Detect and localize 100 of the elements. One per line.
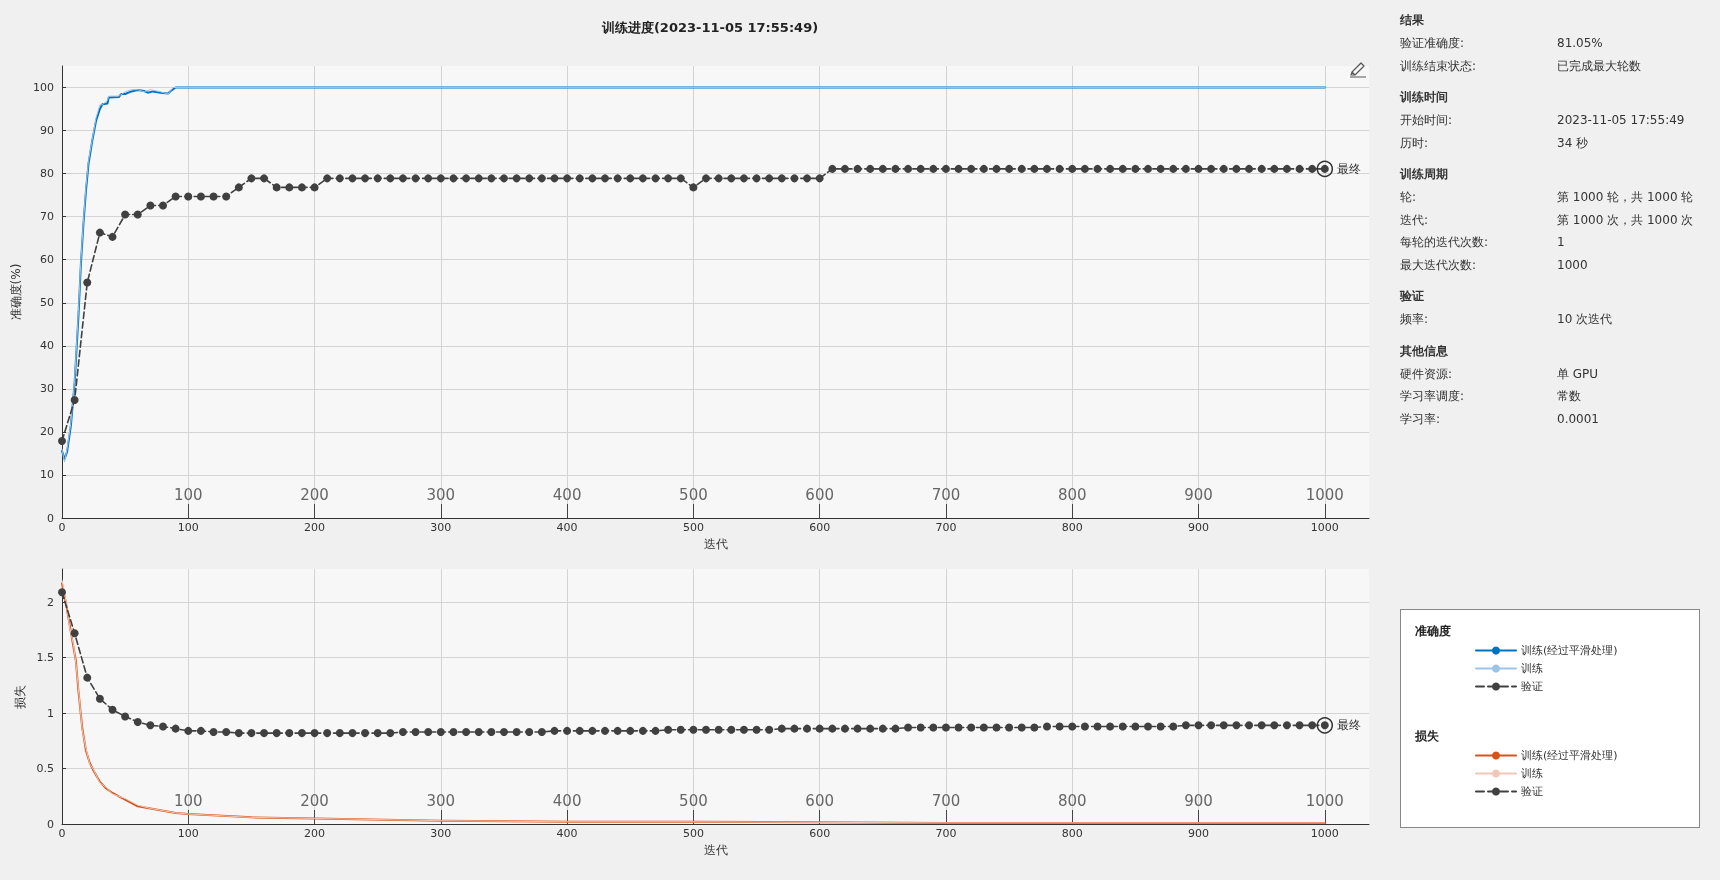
annotation: 最终 <box>1337 161 1362 176</box>
text: 1 <box>1557 234 1565 251</box>
y-tick-label: 100 <box>33 81 54 95</box>
x2-tick-label: 400 <box>552 485 582 504</box>
legend-title: 损失 <box>1414 729 1440 743</box>
x-tick-label: 1000 <box>1310 521 1339 534</box>
text: 其他信息 <box>1400 342 1449 360</box>
x2-tick-label: 100 <box>173 791 203 810</box>
x-tick-label: 500 <box>682 827 704 840</box>
x-tick-label: 0 <box>58 827 66 840</box>
annotation: 最终 <box>1337 718 1362 733</box>
x2-tick-label: 200 <box>300 791 329 810</box>
y-tick-label: 10 <box>40 468 54 482</box>
x2-tick-label: 700 <box>931 791 961 810</box>
y-tick-label: 50 <box>40 296 54 310</box>
text: 开始时间: <box>1400 112 1454 129</box>
x2-tick-label: 1000 <box>1305 485 1344 504</box>
text: 34 秒 <box>1557 134 1589 152</box>
text: 轮: <box>1400 189 1418 206</box>
text: 学习率调度: <box>1400 388 1466 405</box>
x2-tick-label: 500 <box>679 791 708 810</box>
x2-tick-label: 400 <box>552 791 582 810</box>
y-tick-label: 0.5 <box>36 762 54 776</box>
x2-tick-label: 500 <box>679 485 708 504</box>
text: 常数 <box>1557 388 1581 405</box>
y-tick-label: 0 <box>47 511 54 525</box>
y-tick-label: 0 <box>47 817 54 831</box>
y-tick-label: 90 <box>40 124 54 138</box>
text: 10 次迭代 <box>1557 311 1613 328</box>
legend-label: 训练(经过平滑处理) <box>1521 749 1618 762</box>
x-tick-label: 600 <box>809 827 831 840</box>
x-tick-label: 400 <box>556 521 578 534</box>
y-tick-label: 20 <box>40 425 54 439</box>
x-tick-label: 900 <box>1188 521 1210 534</box>
x2-tick-label: 700 <box>931 485 961 504</box>
x2-tick-label: 600 <box>805 485 834 504</box>
x2-tick-label: 100 <box>173 485 203 504</box>
x-tick-label: 800 <box>1061 521 1083 534</box>
text: 单 GPU <box>1557 365 1599 383</box>
x2-tick-label: 1000 <box>1305 791 1344 810</box>
text: 第 1000 轮，共 1000 轮 <box>1557 189 1694 206</box>
x-tick-label: 700 <box>935 521 957 534</box>
x-tick-label: 600 <box>809 521 831 534</box>
y-tick-label: 30 <box>40 382 54 396</box>
text: 最大迭代次数: <box>1400 256 1478 274</box>
text: 迭代: <box>1400 211 1430 229</box>
text: 验证 <box>1400 288 1425 305</box>
text: 1000 <box>1557 256 1588 274</box>
x2-tick-label: 300 <box>426 791 456 810</box>
x-tick-label: 400 <box>556 827 578 840</box>
legend-label: 验证 <box>1521 680 1543 693</box>
x-tick-label: 300 <box>430 521 452 534</box>
text: 训练周期 <box>1400 166 1449 183</box>
x-tick-label: 0 <box>58 521 66 534</box>
text: 训练结束状态: <box>1400 57 1478 75</box>
y-tick-label: 40 <box>40 339 54 353</box>
x-tick-label: 100 <box>177 827 199 840</box>
text: 结果 <box>1400 12 1425 29</box>
text: 已完成最大轮数 <box>1557 57 1641 75</box>
x2-tick-label: 600 <box>805 791 834 810</box>
text: 2023-11-05 17:55:49 <box>1557 112 1685 129</box>
x-tick-label: 200 <box>304 521 326 534</box>
x2-tick-label: 800 <box>1057 485 1087 504</box>
x2-tick-label: 800 <box>1057 791 1087 810</box>
legend-label: 训练(经过平滑处理) <box>1521 644 1618 657</box>
text: 学习率: <box>1400 410 1442 428</box>
y-tick-label: 70 <box>40 210 54 224</box>
text: 硬件资源: <box>1400 365 1454 383</box>
x-axis-title: 迭代 <box>703 537 728 551</box>
x-tick-label: 200 <box>304 827 326 840</box>
y-tick-label: 1.5 <box>36 651 54 665</box>
x2-tick-label: 300 <box>426 485 456 504</box>
text: 0.0001 <box>1557 410 1599 428</box>
x2-tick-label: 900 <box>1184 791 1213 810</box>
legend-label: 训练 <box>1521 662 1543 675</box>
text: 81.05% <box>1557 35 1603 52</box>
text: 第 1000 次，共 1000 次 <box>1557 211 1694 229</box>
x-tick-label: 700 <box>935 827 957 840</box>
legend-label: 验证 <box>1521 785 1543 798</box>
x2-tick-label: 200 <box>300 485 329 504</box>
x-tick-label: 100 <box>177 521 199 534</box>
y-tick-label: 80 <box>40 167 54 181</box>
y-axis-title: 准确度(%) <box>9 263 24 321</box>
text: 训练时间 <box>1400 89 1449 106</box>
y-tick-label: 2 <box>47 595 54 609</box>
legend-title: 准确度 <box>1415 624 1451 638</box>
x-axis-title: 迭代 <box>703 843 728 857</box>
text: 历时: <box>1400 134 1430 152</box>
x2-tick-label: 900 <box>1184 485 1213 504</box>
text: 每轮的迭代次数: <box>1400 234 1490 251</box>
x-tick-label: 300 <box>430 827 452 840</box>
y-tick-label: 60 <box>40 253 54 267</box>
y-axis-title: 损失 <box>12 684 27 709</box>
y-tick-label: 1 <box>47 706 54 720</box>
x-tick-label: 800 <box>1061 827 1083 840</box>
chart-title: 训练进度(2023-11-05 17:55:49) <box>600 20 819 35</box>
text: 频率: <box>1400 311 1430 328</box>
legend-label: 训练 <box>1521 767 1543 780</box>
x-tick-label: 1000 <box>1310 827 1339 840</box>
x-tick-label: 500 <box>682 521 704 534</box>
